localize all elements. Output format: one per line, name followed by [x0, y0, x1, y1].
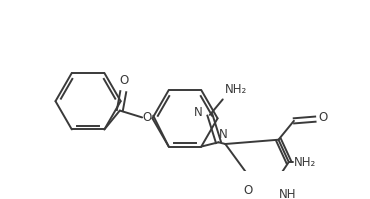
Text: N: N — [194, 106, 203, 119]
Text: N: N — [219, 128, 228, 140]
Text: NH₂: NH₂ — [225, 83, 247, 96]
Text: NH: NH — [279, 188, 296, 199]
Text: O: O — [243, 184, 252, 197]
Text: O: O — [120, 74, 129, 87]
Text: NH₂: NH₂ — [294, 155, 316, 169]
Text: O: O — [318, 111, 327, 124]
Text: O: O — [143, 111, 152, 124]
